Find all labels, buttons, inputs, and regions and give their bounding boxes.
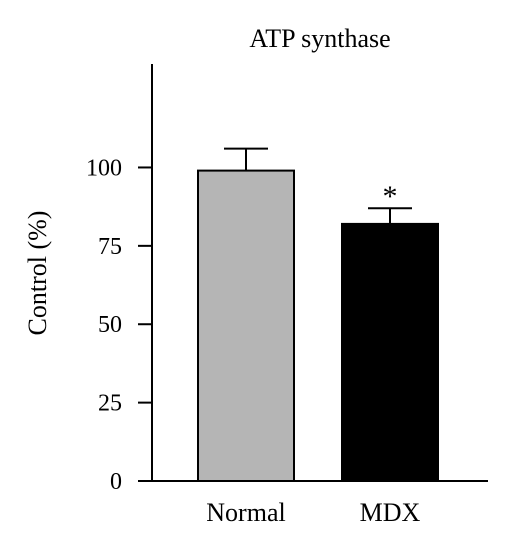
plot-area: 0 25 50 75 100 Normal * MDX xyxy=(86,147,439,527)
y-tick-label: 0 xyxy=(110,469,122,495)
category-label: Normal xyxy=(206,498,285,527)
y-tick-label: 75 xyxy=(98,234,122,260)
significance-marker: * xyxy=(383,180,398,213)
y-tick-label: 25 xyxy=(98,391,122,417)
y-tick-label: 100 xyxy=(86,155,122,181)
bar-normal xyxy=(197,169,295,482)
y-axis-label: Control (%) xyxy=(23,211,52,336)
y-tick-label: 50 xyxy=(98,312,122,338)
chart-title: ATP synthase xyxy=(249,24,390,53)
category-label: MDX xyxy=(360,498,421,527)
bar-mdx xyxy=(341,222,439,482)
